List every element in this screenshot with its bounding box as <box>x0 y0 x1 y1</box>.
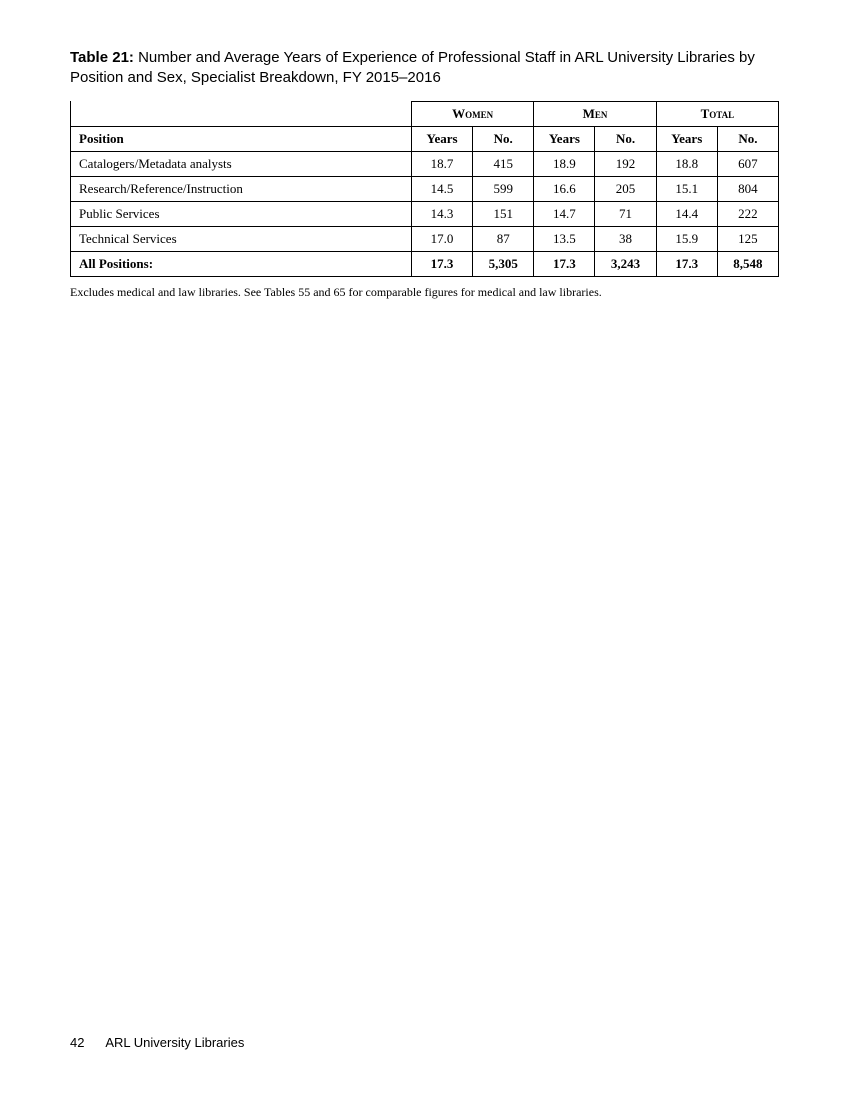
total-cell-value: 17.3 <box>411 251 472 276</box>
cell-value: 415 <box>473 151 534 176</box>
cell-value: 15.9 <box>656 226 717 251</box>
table-footnote: Excludes medical and law libraries. See … <box>70 285 779 300</box>
sub-header-women-years: Years <box>411 126 472 151</box>
cell-value: 71 <box>595 201 656 226</box>
group-header-women: Women <box>411 101 533 126</box>
position-header: Position <box>71 126 412 151</box>
group-header-total: Total <box>656 101 778 126</box>
cell-value: 18.7 <box>411 151 472 176</box>
table-row: Public Services 14.3 151 14.7 71 14.4 22… <box>71 201 779 226</box>
table-caption-text: Number and Average Years of Experience o… <box>70 49 755 86</box>
sub-header-men-years: Years <box>534 126 595 151</box>
table-group-header-row: Women Men Total <box>71 101 779 126</box>
sub-header-total-no: No. <box>717 126 778 151</box>
position-header-spacer <box>71 101 412 126</box>
cell-value: 14.5 <box>411 176 472 201</box>
cell-value: 16.6 <box>534 176 595 201</box>
position-cell: Public Services <box>71 201 412 226</box>
total-position-cell: All Positions: <box>71 251 412 276</box>
position-cell: Technical Services <box>71 226 412 251</box>
position-cell: Research/Reference/Instruction <box>71 176 412 201</box>
cell-value: 15.1 <box>656 176 717 201</box>
cell-value: 17.0 <box>411 226 472 251</box>
sub-header-total-years: Years <box>656 126 717 151</box>
table-label: Table 21: <box>70 49 134 66</box>
table-total-row: All Positions: 17.3 5,305 17.3 3,243 17.… <box>71 251 779 276</box>
cell-value: 205 <box>595 176 656 201</box>
cell-value: 599 <box>473 176 534 201</box>
table-caption: Table 21: Number and Average Years of Ex… <box>70 48 779 89</box>
cell-value: 151 <box>473 201 534 226</box>
cell-value: 14.4 <box>656 201 717 226</box>
total-cell-value: 8,548 <box>717 251 778 276</box>
sub-header-women-no: No. <box>473 126 534 151</box>
group-header-men: Men <box>534 101 656 126</box>
table-row: Research/Reference/Instruction 14.5 599 … <box>71 176 779 201</box>
total-cell-value: 3,243 <box>595 251 656 276</box>
total-cell-value: 5,305 <box>473 251 534 276</box>
cell-value: 607 <box>717 151 778 176</box>
cell-value: 14.7 <box>534 201 595 226</box>
position-cell: Catalogers/Metadata analysts <box>71 151 412 176</box>
cell-value: 125 <box>717 226 778 251</box>
cell-value: 87 <box>473 226 534 251</box>
cell-value: 222 <box>717 201 778 226</box>
cell-value: 18.8 <box>656 151 717 176</box>
page-footer: 42 ARL University Libraries <box>70 1035 779 1050</box>
experience-table: Women Men Total Position Years No. Years… <box>70 101 779 277</box>
table-sub-header-row: Position Years No. Years No. Years No. <box>71 126 779 151</box>
cell-value: 38 <box>595 226 656 251</box>
footer-text: ARL University Libraries <box>105 1035 244 1050</box>
page-number: 42 <box>70 1035 84 1050</box>
table-row: Catalogers/Metadata analysts 18.7 415 18… <box>71 151 779 176</box>
cell-value: 14.3 <box>411 201 472 226</box>
sub-header-men-no: No. <box>595 126 656 151</box>
total-cell-value: 17.3 <box>534 251 595 276</box>
cell-value: 18.9 <box>534 151 595 176</box>
cell-value: 13.5 <box>534 226 595 251</box>
total-cell-value: 17.3 <box>656 251 717 276</box>
cell-value: 192 <box>595 151 656 176</box>
table-row: Technical Services 17.0 87 13.5 38 15.9 … <box>71 226 779 251</box>
cell-value: 804 <box>717 176 778 201</box>
